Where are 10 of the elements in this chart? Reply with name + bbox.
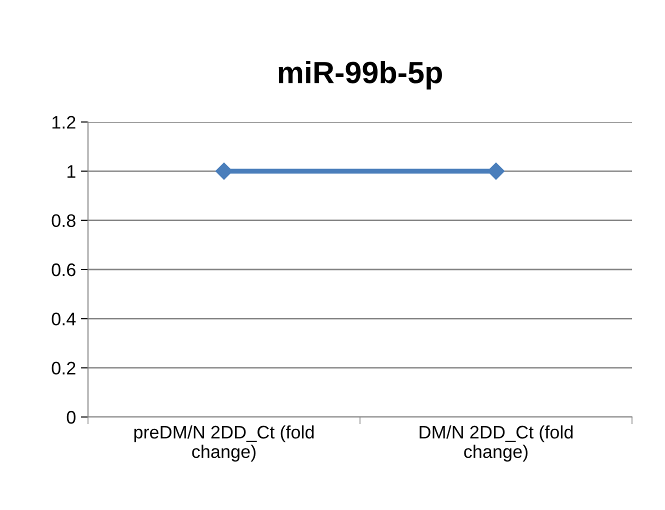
y-tick-label: 0.8: [52, 214, 76, 228]
y-tick-label: 1.2: [52, 116, 76, 129]
x-tick-label: DM/N 2DD_Ct (fold change): [420, 425, 573, 462]
y-tick-label: 1: [68, 165, 76, 178]
y-tick-label: 0.4: [52, 312, 76, 326]
y-tick-label: 0.6: [52, 263, 76, 276]
chart-title: miR-99b-5p: [278, 60, 442, 90]
x-tick-label: preDM/N 2DD_Ct (fold change): [134, 425, 314, 462]
y-tick-label: 0.2: [52, 362, 76, 375]
y-tick-label: 0: [66, 410, 76, 424]
